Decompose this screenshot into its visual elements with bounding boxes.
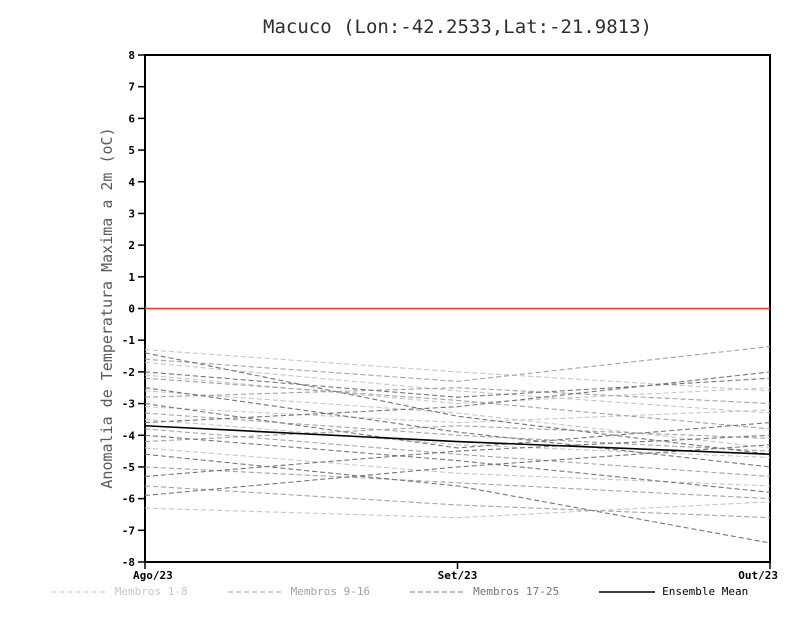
y-tick-label: 6 [128, 112, 135, 125]
y-tick-label: 4 [128, 176, 135, 189]
legend-item: Membros 1-8 [51, 585, 188, 598]
ensemble-member-line [144, 428, 771, 477]
ensemble-member-line [144, 374, 771, 405]
y-tick-label: -7 [122, 524, 135, 537]
legend-solid-line-sample [599, 590, 656, 593]
ensemble-member-line [144, 371, 771, 424]
y-tick-label: 8 [128, 49, 135, 62]
ensemble-member-line [144, 361, 771, 414]
legend-dashed-line-sample [410, 590, 467, 593]
ensemble-member-line [144, 403, 771, 449]
ensemble-member-line [144, 453, 771, 544]
y-tick-label: 5 [128, 144, 135, 157]
x-tick-label: Out/23 [738, 569, 778, 582]
ensemble-member-line [144, 352, 771, 455]
y-tick-label: -8 [122, 556, 135, 569]
y-tick-label: 1 [128, 271, 135, 284]
x-tick-label: Ago/23 [133, 569, 173, 582]
y-tick-label: -6 [122, 493, 136, 506]
legend-label: Membros 1-8 [114, 585, 188, 598]
ensemble-member-line [144, 434, 771, 493]
y-tick-label: 0 [128, 303, 135, 316]
ensemble-member-line [144, 425, 771, 443]
ensemble-member-line [144, 406, 771, 424]
ensemble-member-line [144, 387, 771, 405]
legend-label: Membros 9-16 [290, 585, 371, 598]
ensemble-member-line [144, 412, 771, 452]
legend-label: Membros 17-25 [473, 585, 560, 598]
legend-label: Ensemble Mean [662, 585, 749, 598]
y-tick-label: -4 [122, 429, 136, 442]
ensemble-member-line [144, 349, 771, 392]
ensemble-member-line [144, 390, 771, 449]
y-tick-label: 2 [128, 239, 135, 252]
legend-dashed-line-sample [51, 590, 108, 593]
y-tick-label: 7 [128, 81, 135, 94]
x-tick-label: Set/23 [438, 569, 478, 582]
ensemble-mean-line [144, 424, 771, 456]
legend-item: Membros 17-25 [410, 585, 559, 598]
ensemble-member-line [144, 371, 771, 398]
ensemble-member-line [144, 418, 771, 458]
y-tick-label: -3 [122, 398, 135, 411]
y-tick-label: -2 [122, 366, 135, 379]
legend-item: Membros 9-16 [227, 585, 371, 598]
ensemble-member-line [144, 501, 771, 519]
y-tick-label: -5 [122, 461, 135, 474]
y-tick-label: 3 [128, 207, 135, 220]
ensemble-member-line [144, 387, 771, 468]
chart-title: Macuco (Lon:-42.2533,Lat:-21.9813) [263, 16, 652, 38]
legend-item: Ensemble Mean [599, 585, 748, 598]
ensemble-member-line [144, 345, 771, 382]
ensemble-member-line [144, 444, 771, 497]
ensemble-member-line [144, 377, 771, 430]
ensemble-member-line [144, 466, 771, 500]
ensemble-member-line [144, 485, 771, 519]
y-tick-label: -1 [122, 334, 136, 347]
ensemble-member-line [144, 434, 771, 477]
legend: Membros 1-8 Membros 9-16 Membros 17-25 Ense… [0, 585, 800, 598]
legend-dashed-line-sample [227, 590, 284, 593]
